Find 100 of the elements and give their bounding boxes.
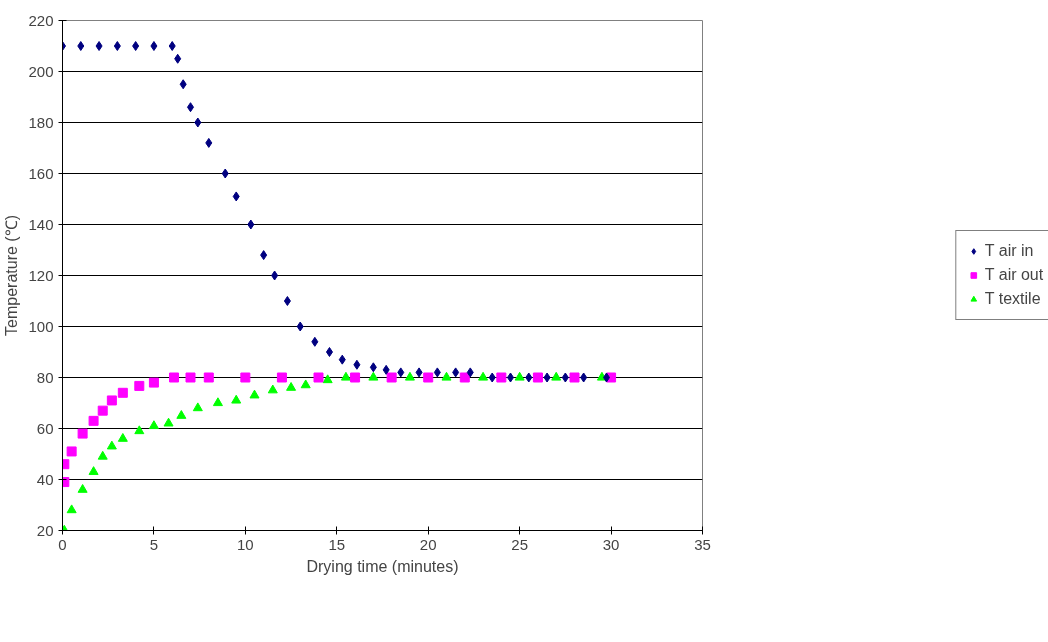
point: [106, 440, 117, 450]
point: [514, 371, 525, 381]
point: [404, 371, 415, 381]
point: [478, 371, 489, 381]
point: [271, 270, 279, 281]
point: [488, 372, 496, 383]
point: [525, 372, 533, 383]
point: [176, 410, 187, 419]
point: [386, 372, 397, 383]
x-axis-title: Drying time (minutes): [306, 557, 459, 575]
point: [350, 372, 361, 383]
point: [311, 336, 319, 347]
point: [148, 420, 159, 430]
point: [441, 371, 452, 381]
point: [168, 41, 176, 51]
x-tick-label: 10: [237, 535, 254, 553]
point: [423, 372, 434, 383]
x-tick-label: 35: [694, 535, 711, 553]
point: [88, 466, 99, 475]
point: [249, 389, 260, 399]
point: [569, 372, 580, 383]
point: [66, 446, 77, 457]
point: [353, 359, 361, 370]
point: [231, 394, 242, 404]
x-tick-label: 30: [602, 535, 620, 553]
point: [148, 377, 159, 388]
point: [212, 397, 223, 407]
point: [415, 367, 423, 378]
point: [95, 41, 103, 51]
x-tick-label: 0: [58, 535, 67, 553]
point: [194, 117, 202, 128]
point: [77, 41, 85, 51]
point: [267, 384, 278, 394]
y-tick-label: 20: [36, 521, 54, 539]
point: [117, 433, 128, 442]
y-tick-label: 220: [28, 11, 54, 29]
point: [296, 321, 304, 332]
point: [466, 367, 474, 378]
point: [240, 372, 251, 383]
x-tick-label: 25: [511, 535, 528, 553]
point: [532, 372, 543, 383]
point: [117, 387, 128, 398]
legend-label: T air in: [984, 242, 1034, 260]
y-tick-label: 120: [28, 266, 54, 284]
x-tick-label: 15: [328, 535, 346, 553]
point: [260, 250, 268, 261]
point: [543, 372, 551, 383]
point: [77, 484, 88, 493]
y-tick-label: 180: [28, 113, 54, 131]
y-tick-label: 200: [28, 62, 54, 80]
point: [382, 364, 390, 375]
y-tick-label: 60: [36, 419, 54, 437]
point: [551, 371, 562, 381]
point: [580, 372, 588, 383]
y-tick-label: 160: [28, 164, 54, 182]
point: [77, 428, 88, 439]
point: [561, 372, 569, 383]
point: [169, 372, 180, 383]
point: [247, 219, 255, 230]
point: [368, 371, 379, 381]
point: [232, 191, 240, 202]
point: [203, 372, 214, 383]
y-tick-label: 140: [28, 215, 54, 233]
point: [88, 415, 99, 426]
point: [340, 371, 351, 381]
x-tick-label: 20: [419, 535, 437, 553]
point: [179, 79, 187, 90]
point: [433, 367, 441, 378]
point: [313, 372, 324, 383]
point: [174, 53, 182, 64]
point: [205, 137, 213, 148]
point: [276, 372, 287, 383]
y-tick-label: 40: [36, 470, 54, 488]
legend-label: T textile: [984, 290, 1041, 308]
y-axis-title: Temperature (℃): [3, 215, 21, 336]
point: [369, 362, 377, 373]
point: [150, 41, 158, 51]
point: [325, 347, 333, 357]
legend-label: T air out: [984, 266, 1044, 284]
x-tick-label: 5: [149, 535, 159, 553]
point: [132, 41, 140, 51]
point: [192, 402, 203, 412]
point: [163, 417, 174, 427]
point: [134, 380, 145, 391]
point: [221, 168, 229, 179]
point: [97, 405, 108, 416]
point: [452, 367, 460, 378]
point: [459, 372, 470, 383]
point: [134, 425, 145, 435]
y-tick-label: 80: [36, 368, 54, 386]
point: [106, 395, 117, 406]
point: [338, 354, 346, 365]
point: [66, 504, 77, 514]
point: [322, 374, 333, 384]
point: [185, 372, 196, 383]
y-tick-label: 100: [28, 317, 54, 335]
point: [113, 41, 121, 51]
point: [300, 379, 311, 389]
point: [496, 372, 507, 383]
point: [397, 367, 405, 378]
